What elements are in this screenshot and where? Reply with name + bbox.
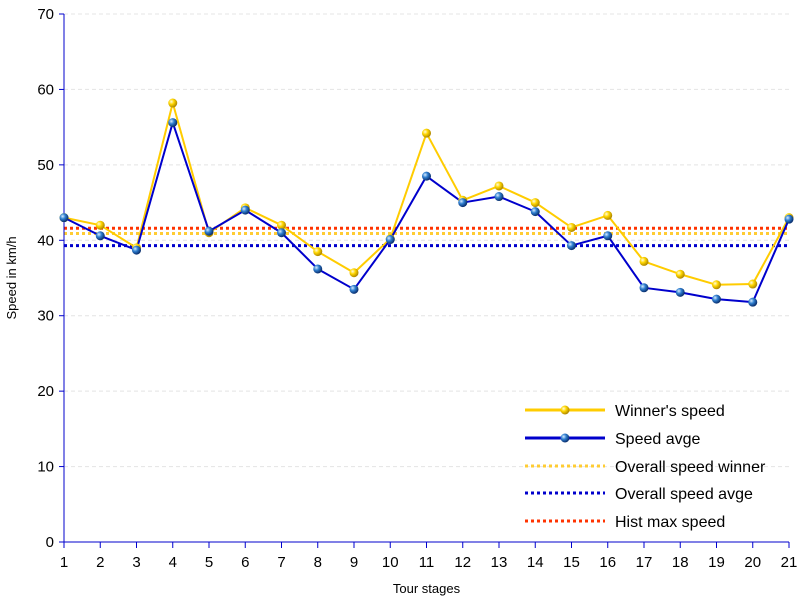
x-tick-label: 14 [527,554,544,571]
x-tick-label: 10 [382,554,399,571]
x-tick-label: 15 [563,554,580,571]
y-tick-label: 30 [37,308,54,325]
x-tick-label: 13 [491,554,508,571]
data-point [204,226,214,236]
data-point [240,205,250,215]
x-tick-label: 7 [277,554,285,571]
x-tick-label: 11 [419,554,435,571]
x-tick-label: 5 [205,554,213,571]
x-tick-label: 19 [708,554,725,571]
data-point [530,207,540,217]
x-tick-label: 8 [314,554,322,571]
data-point [603,231,613,241]
gridlines [64,13,789,468]
data-point [494,192,504,202]
data-point [748,297,758,307]
data-point [712,280,721,290]
data-point [639,283,649,293]
x-tick-label: 16 [599,554,616,571]
data-point [675,269,685,279]
data-point [494,181,504,191]
y-tick-label: 20 [37,383,54,400]
data-point [313,264,323,274]
x-axis-title: Tour stages [393,581,461,596]
data-point [422,128,431,138]
legend-label: Overall speed winner [615,459,766,476]
x-tick-label: 18 [672,554,689,571]
axes [59,13,790,548]
x-tick-label: 1 [60,554,68,571]
data-point [59,213,69,223]
reference-lines [64,226,789,248]
legend-label: Speed avge [615,431,701,448]
data-point [675,287,685,297]
data-point [712,294,721,304]
x-tick-label: 9 [350,554,358,571]
x-tick-label: 12 [454,554,471,571]
data-point [639,256,649,266]
data-point [313,247,323,257]
data-point [277,220,286,230]
data-point [168,98,178,108]
data-point [385,235,395,245]
data-point [748,279,758,289]
x-tick-label: 20 [744,554,761,571]
data-point [95,231,105,241]
data-point [603,210,613,220]
legend-label: Hist max speed [615,514,725,531]
x-tick-label: 17 [636,554,653,571]
data-point [530,198,540,208]
legend: Winner's speed Speed avge Overall speed wi… [525,403,766,531]
x-tick-label: 2 [96,554,104,571]
data-point [349,268,359,278]
data-point [132,245,141,255]
y-tick-label: 50 [37,157,54,174]
y-tick-label: 70 [37,6,54,23]
y-tick-label: 10 [37,459,54,476]
data-point [422,171,431,181]
legend-marker-swatch [560,405,570,415]
data-point [349,284,359,294]
y-tick-label: 40 [37,232,54,249]
series [59,98,794,307]
data-point [567,241,576,251]
x-tick-label: 4 [169,554,177,571]
data-point [458,198,468,208]
y-axis-title: Speed in km/h [4,236,19,319]
legend-label: Overall speed avge [615,486,753,503]
x-tick-label: 21 [781,554,798,571]
y-tick-label: 60 [37,81,54,98]
data-point [784,214,794,224]
y-tick-label: 0 [46,534,54,551]
data-point [277,228,286,238]
data-point [168,118,178,128]
legend-marker-swatch [560,433,570,443]
legend-label: Winner's speed [615,403,725,420]
x-tick-label: 6 [241,554,249,571]
data-point [567,222,576,232]
data-point [95,220,105,230]
x-tick-label: 3 [132,554,140,571]
